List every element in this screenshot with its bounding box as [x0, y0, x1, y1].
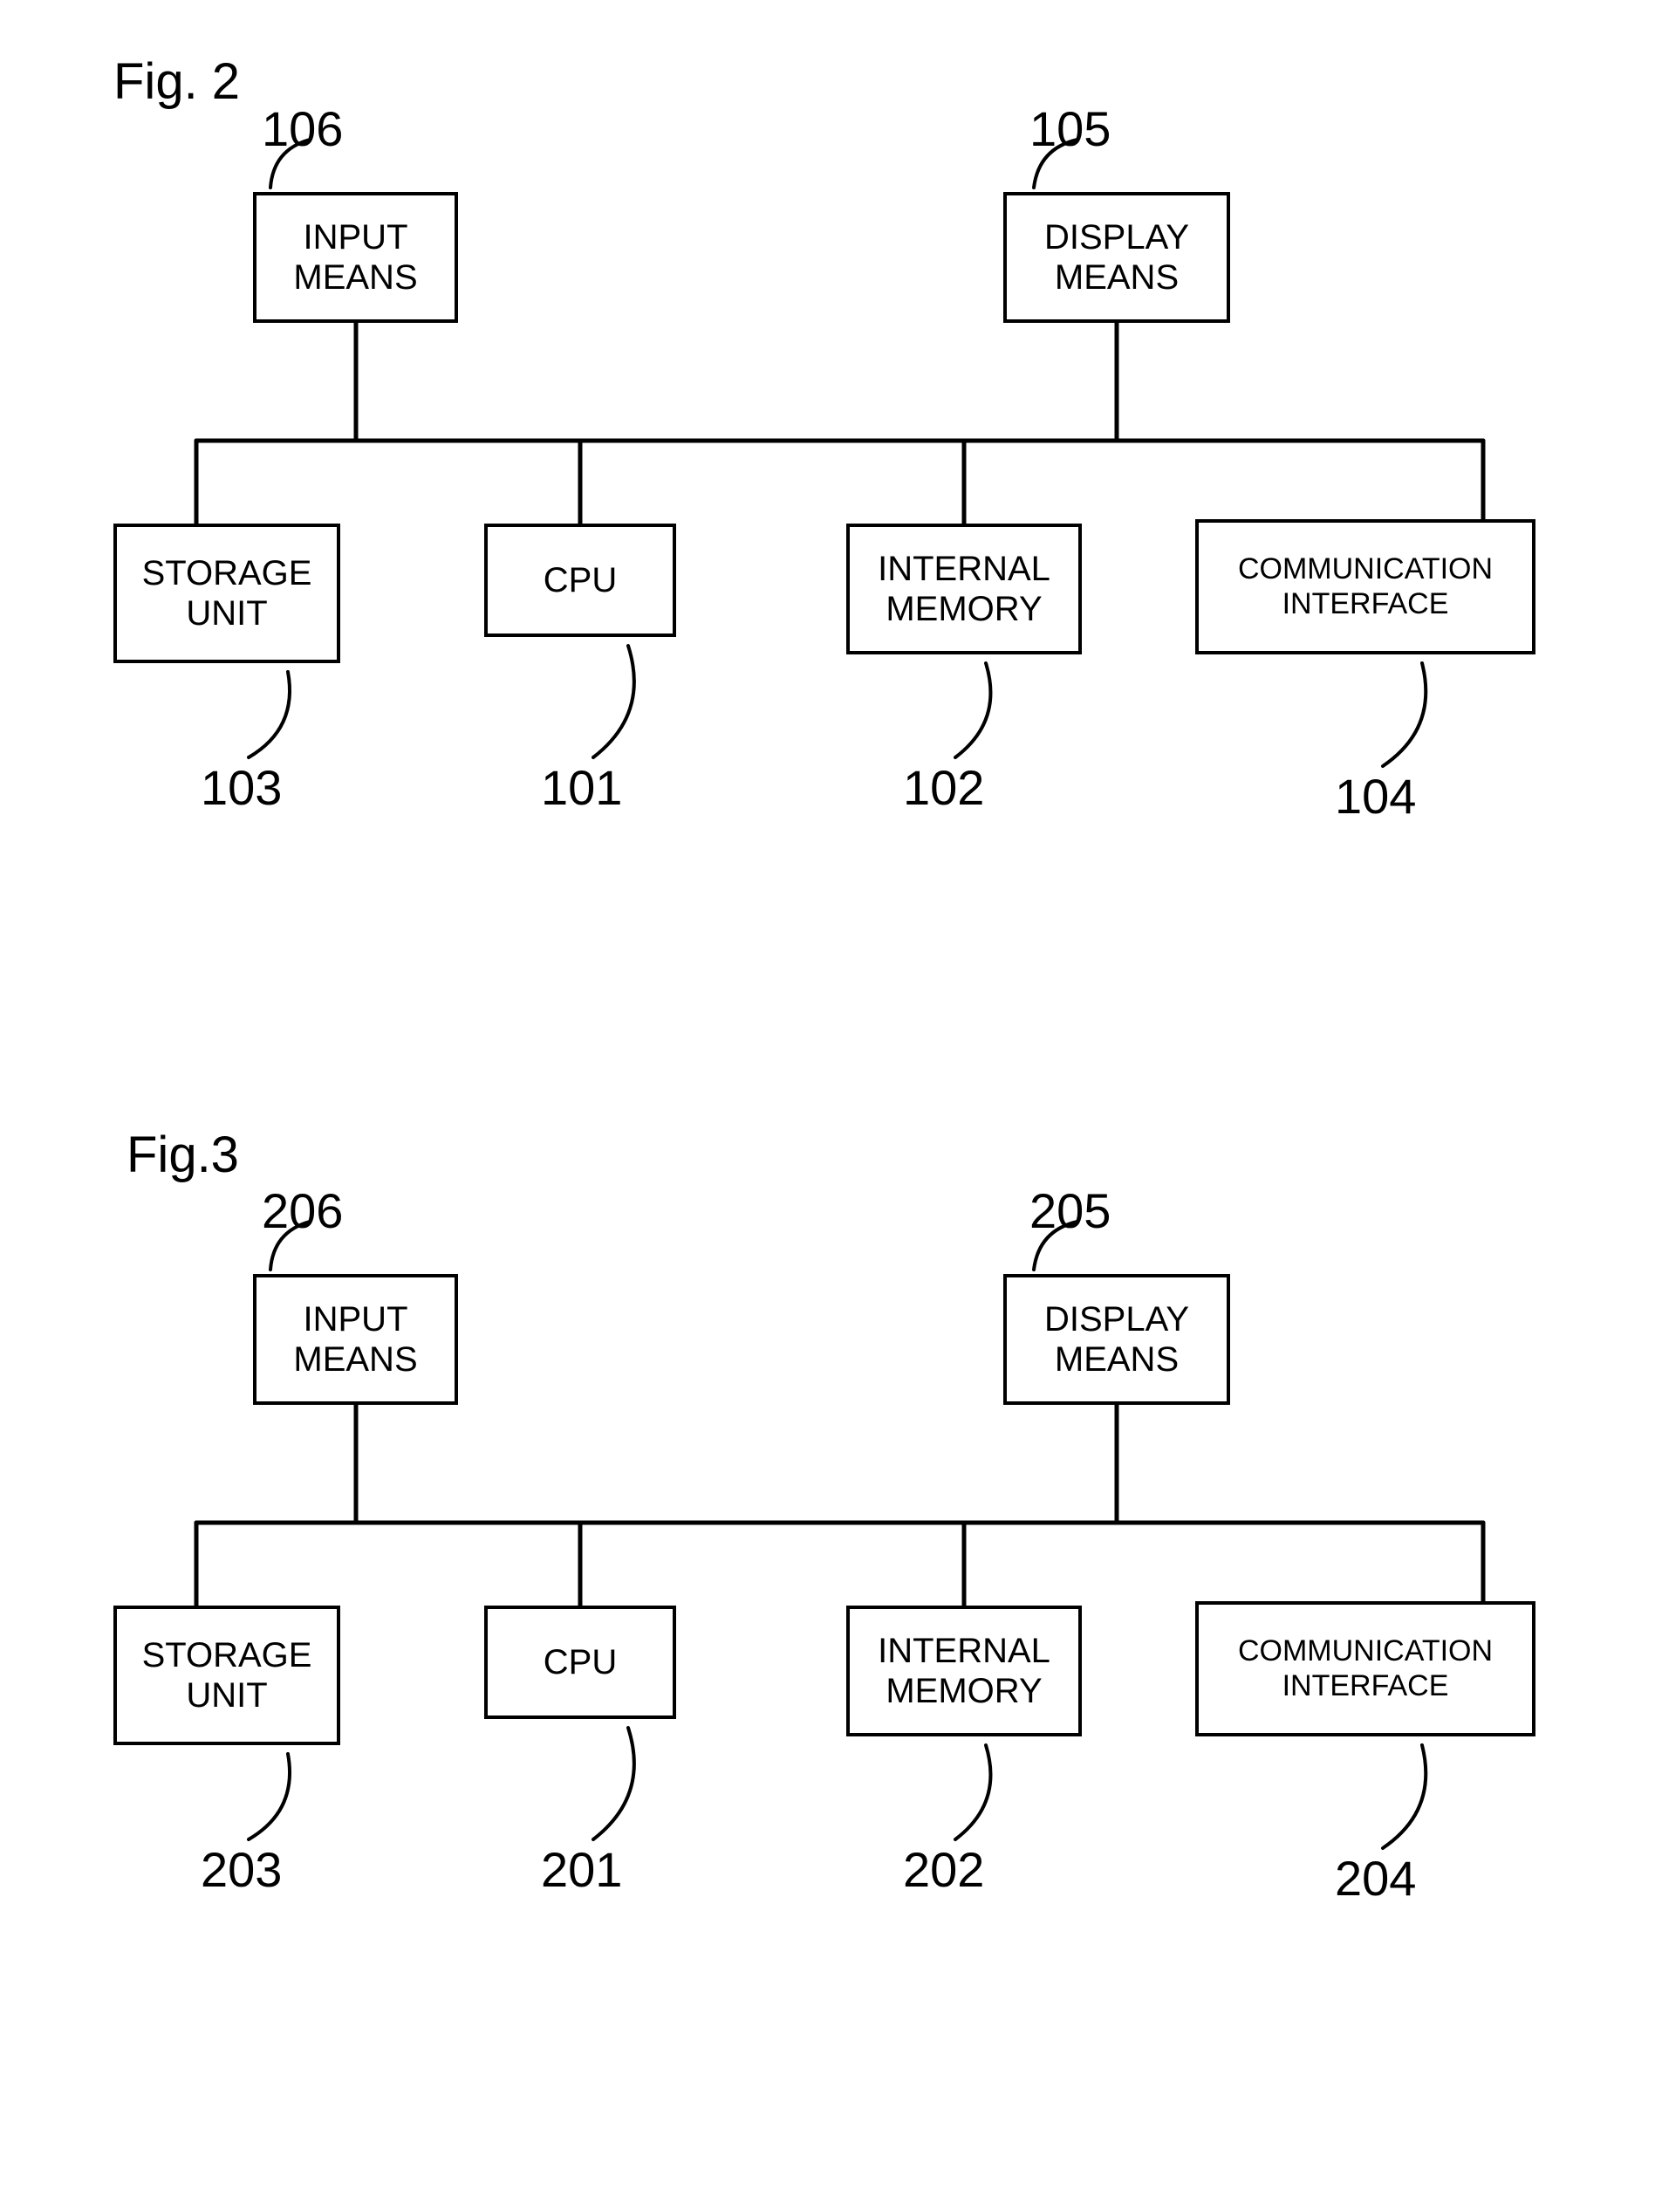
input-means-1-label: INPUTMEANS	[293, 217, 417, 298]
cpu-2: CPU	[484, 1606, 676, 1719]
ref-106: 106	[262, 100, 343, 157]
internal-memory-1-label: INTERNALMEMORY	[878, 549, 1050, 629]
ref-101: 101	[541, 759, 622, 816]
storage-unit-1: STORAGEUNIT	[113, 524, 340, 663]
display-means-2-label: DISPLAYMEANS	[1044, 1299, 1189, 1380]
comm-interface-2-label: COMMUNICATIONINTERFACE	[1238, 1634, 1493, 1702]
diagram-page: Fig. 2 INPUTMEANS 106 DISPLAYMEANS 105 STORAG…	[0, 0, 1655, 2212]
display-means-1: DISPLAYMEANS	[1003, 192, 1230, 323]
ref-103: 103	[201, 759, 282, 816]
display-means-1-label: DISPLAYMEANS	[1044, 217, 1189, 298]
storage-unit-1-label: STORAGEUNIT	[142, 553, 312, 633]
input-means-2: INPUTMEANS	[253, 1274, 458, 1405]
ref-204: 204	[1335, 1850, 1416, 1907]
ref-202: 202	[903, 1841, 984, 1898]
figure-title-2: Fig.3	[127, 1126, 239, 1184]
ref-102: 102	[903, 759, 984, 816]
ref-105: 105	[1029, 100, 1111, 157]
internal-memory-1: INTERNALMEMORY	[846, 524, 1082, 654]
input-means-1: INPUTMEANS	[253, 192, 458, 323]
figure-title-1: Fig. 2	[113, 52, 240, 111]
cpu-2-label: CPU	[544, 1642, 617, 1682]
ref-201: 201	[541, 1841, 622, 1898]
comm-interface-1: COMMUNICATIONINTERFACE	[1195, 519, 1535, 654]
cpu-1-label: CPU	[544, 560, 617, 600]
storage-unit-2-label: STORAGEUNIT	[142, 1635, 312, 1715]
ref-104: 104	[1335, 768, 1416, 825]
internal-memory-2: INTERNALMEMORY	[846, 1606, 1082, 1736]
storage-unit-2: STORAGEUNIT	[113, 1606, 340, 1745]
internal-memory-2-label: INTERNALMEMORY	[878, 1631, 1050, 1711]
comm-interface-1-label: COMMUNICATIONINTERFACE	[1238, 552, 1493, 620]
ref-205: 205	[1029, 1182, 1111, 1239]
input-means-2-label: INPUTMEANS	[293, 1299, 417, 1380]
display-means-2: DISPLAYMEANS	[1003, 1274, 1230, 1405]
comm-interface-2: COMMUNICATIONINTERFACE	[1195, 1601, 1535, 1736]
ref-203: 203	[201, 1841, 282, 1898]
cpu-1: CPU	[484, 524, 676, 637]
ref-206: 206	[262, 1182, 343, 1239]
